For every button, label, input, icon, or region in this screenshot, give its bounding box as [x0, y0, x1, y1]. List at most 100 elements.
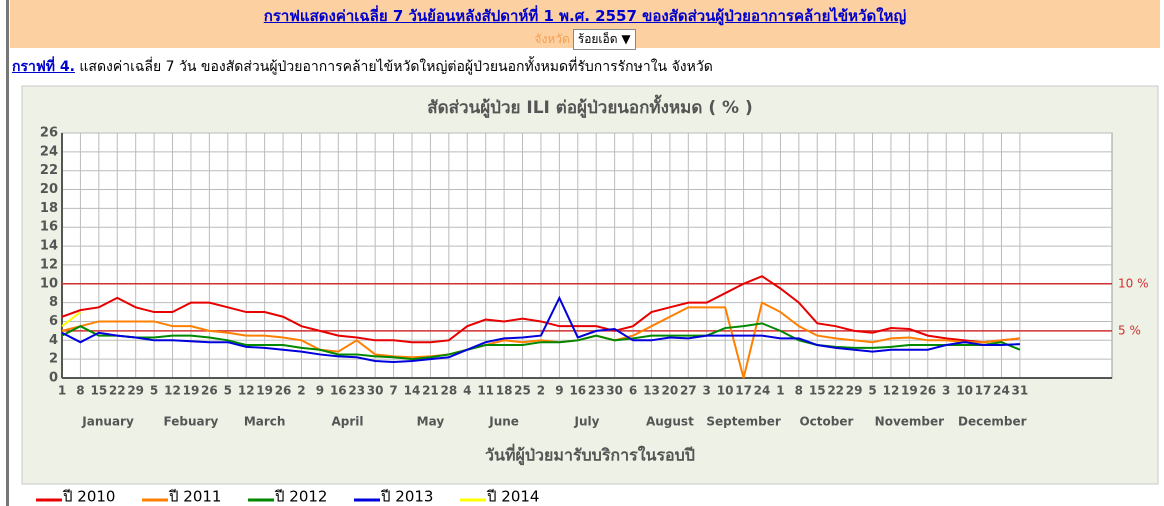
month-label: November — [875, 415, 944, 429]
x-tick-label: 5 — [150, 384, 158, 398]
x-tick-label: 17 — [735, 384, 752, 398]
legend-label: ปี 2010 — [62, 488, 115, 506]
x-tick-label: 20 — [662, 384, 679, 398]
y-tick-label: 20 — [40, 182, 58, 197]
month-label: May — [417, 415, 445, 429]
x-tick-label: 21 — [422, 384, 439, 398]
x-tick-label: 31 — [1012, 384, 1029, 398]
x-tick-label: 29 — [127, 384, 144, 398]
x-tick-label: 15 — [809, 384, 826, 398]
legend-label: ปี 2014 — [486, 488, 539, 506]
month-label: September — [706, 415, 780, 429]
x-tick-label: 12 — [164, 384, 181, 398]
x-tick-label: 19 — [183, 384, 200, 398]
month-label: March — [244, 415, 286, 429]
y-tick-label: 24 — [40, 144, 58, 159]
month-label: October — [799, 415, 853, 429]
x-tick-label: 27 — [680, 384, 697, 398]
month-label: January — [81, 415, 134, 429]
x-tick-label: 12 — [883, 384, 900, 398]
x-tick-label: 2 — [537, 384, 545, 398]
x-tick-label: 4 — [463, 384, 471, 398]
x-tick-label: 23 — [588, 384, 605, 398]
x-tick-label: 25 — [514, 384, 531, 398]
x-tick-label: 19 — [901, 384, 918, 398]
x-tick-label: 5 — [224, 384, 232, 398]
left-border — [6, 0, 9, 506]
x-tick-label: 24 — [754, 384, 771, 398]
x-tick-label: 30 — [367, 384, 384, 398]
y-tick-label: 4 — [49, 333, 58, 348]
x-tick-label: 22 — [827, 384, 844, 398]
y-tick-label: 10 — [40, 276, 58, 291]
header-title[interactable]: กราฟแสดงค่าเฉลี่ย 7 วันย้อนหลังสัปดาห์ที… — [263, 7, 907, 25]
x-tick-label: 7 — [389, 384, 397, 398]
x-tick-label: 23 — [348, 384, 365, 398]
description-text: แสดงค่าเฉลี่ย 7 วัน ของสัดส่วนผู้ป่วยอาก… — [74, 59, 713, 75]
x-tick-label: 8 — [795, 384, 803, 398]
header: กราฟแสดงค่าเฉลี่ย 7 วันย้อนหลังสัปดาห์ที… — [10, 0, 1160, 50]
series-line — [61, 322, 1021, 361]
x-tick-label: 19 — [256, 384, 273, 398]
legend-label: ปี 2013 — [380, 488, 433, 506]
month-label: December — [958, 415, 1027, 429]
x-tick-label: 16 — [330, 384, 347, 398]
x-axis-title: วันที่ผู้ป่วยมารับบริการในรอบปี — [485, 444, 695, 467]
legend-label: ปี 2012 — [274, 488, 327, 506]
x-tick-label: 11 — [477, 384, 494, 398]
x-tick-label: 5 — [868, 384, 876, 398]
x-tick-label: 3 — [703, 384, 711, 398]
x-tick-label: 14 — [404, 384, 421, 398]
x-tick-label: 9 — [555, 384, 563, 398]
y-tick-label: 0 — [49, 371, 58, 386]
month-label: April — [332, 415, 364, 429]
x-tick-label: 26 — [919, 384, 936, 398]
y-tick-label: 2 — [49, 352, 58, 367]
y-tick-label: 6 — [49, 314, 58, 329]
x-tick-label: 15 — [90, 384, 107, 398]
series-line — [61, 301, 1020, 379]
province-select[interactable]: ร้อยเอ็ด ▼ — [572, 29, 636, 50]
legend-label: ปี 2011 — [168, 488, 221, 506]
graph-link[interactable]: กราฟที่ 4. — [12, 59, 75, 75]
month-label: Febuary — [164, 415, 219, 429]
month-label: June — [488, 415, 519, 429]
x-tick-label: 24 — [993, 384, 1010, 398]
y-tick-label: 18 — [40, 201, 58, 216]
y-tick-label: 26 — [40, 126, 58, 141]
month-label: July — [574, 415, 600, 429]
y-tick-label: 22 — [40, 163, 58, 178]
x-tick-label: 10 — [956, 384, 973, 398]
x-tick-label: 1 — [776, 384, 784, 398]
y-tick-label: 12 — [40, 257, 58, 272]
x-tick-label: 17 — [975, 384, 992, 398]
x-tick-label: 26 — [275, 384, 292, 398]
series-line — [61, 275, 1020, 344]
x-tick-label: 29 — [846, 384, 863, 398]
x-tick-label: 9 — [316, 384, 324, 398]
x-tick-label: 16 — [569, 384, 586, 398]
x-tick-label: 8 — [76, 384, 84, 398]
x-tick-label: 6 — [629, 384, 637, 398]
x-tick-label: 13 — [643, 384, 660, 398]
x-tick-label: 10 — [717, 384, 734, 398]
description: กราฟที่ 4. แสดงค่าเฉลี่ย 7 วัน ของสัดส่ว… — [12, 56, 713, 78]
series-line — [61, 295, 1020, 363]
x-tick-label: 12 — [238, 384, 255, 398]
x-tick-label: 1 — [58, 384, 66, 398]
reference-label: 5 % — [1118, 323, 1141, 337]
y-tick-label: 16 — [40, 220, 58, 235]
province-label: จังหวัด — [534, 32, 570, 46]
series-line — [61, 311, 82, 327]
chart-title: สัดส่วนผู้ป่วย ILI ต่อผู้ป่วยนอกทั้งหมด … — [427, 94, 752, 119]
y-tick-label: 8 — [49, 295, 58, 310]
x-tick-label: 26 — [201, 384, 218, 398]
x-tick-label: 22 — [109, 384, 126, 398]
x-tick-label: 3 — [942, 384, 950, 398]
x-tick-label: 2 — [297, 384, 305, 398]
month-label: August — [646, 415, 694, 429]
x-tick-label: 30 — [606, 384, 623, 398]
x-tick-label: 28 — [440, 384, 457, 398]
